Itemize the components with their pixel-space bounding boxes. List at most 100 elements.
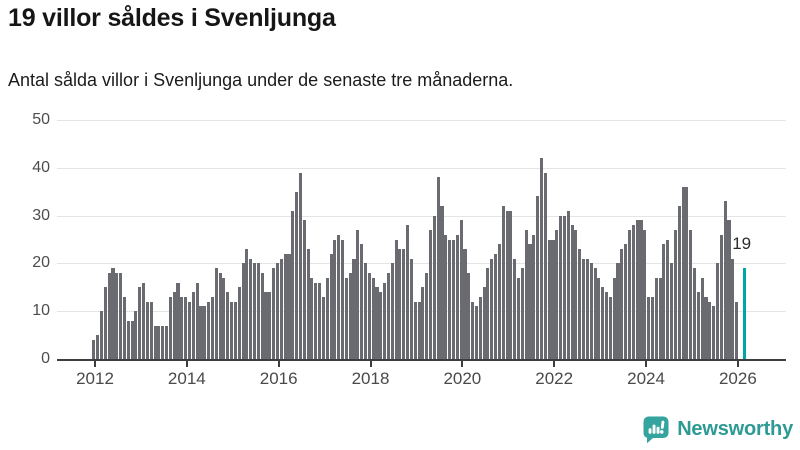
bar: [329, 253, 333, 359]
bar: [704, 296, 708, 359]
bar: [681, 186, 685, 359]
bar: [360, 244, 364, 359]
bar: [138, 287, 142, 359]
bar: [570, 225, 574, 359]
bar: [562, 215, 566, 359]
bar: [689, 229, 693, 359]
bar: [601, 287, 605, 359]
bar: [574, 229, 578, 359]
bar: [252, 263, 257, 359]
bar: [589, 263, 593, 359]
bar: [536, 196, 540, 359]
bar: [643, 229, 647, 359]
bar: [539, 158, 544, 359]
bar: [685, 186, 689, 359]
bar: [337, 234, 341, 359]
bar: [459, 220, 463, 359]
bar-chart: 19 0 10 20 30 40 50 2012 2014 2016 2018 2020 2022 20…: [32, 111, 786, 388]
bar: [241, 263, 245, 359]
bar: [417, 301, 421, 359]
bar: [92, 339, 96, 359]
bar: [620, 249, 624, 359]
bar: [662, 244, 666, 359]
x-axis-label: 2016: [259, 369, 298, 388]
bar: [444, 234, 448, 359]
bar: [428, 229, 433, 359]
gridline: [57, 120, 786, 121]
page-title: 19 villor såldes i Svenljunga: [8, 4, 336, 32]
bar: [386, 272, 390, 359]
bar: [471, 301, 475, 359]
x-axis-tick: [553, 361, 556, 367]
bar: [210, 296, 214, 359]
x-axis-label: 2012: [76, 369, 114, 388]
x-axis-tick: [277, 361, 280, 367]
bar: [398, 249, 402, 359]
x-axis-label: 2026: [718, 369, 757, 388]
bar: [463, 249, 467, 359]
bar: [719, 234, 723, 359]
bar: [230, 301, 234, 359]
bar: [306, 249, 310, 359]
bar: [616, 263, 620, 359]
bar: [715, 263, 720, 359]
bar: [96, 335, 100, 359]
bar: [467, 272, 471, 359]
bar: [513, 258, 517, 359]
y-axis-label: 0: [41, 350, 50, 367]
y-axis-label: 50: [32, 111, 50, 128]
bar: [363, 263, 368, 359]
chart-subtitle: Antal sålda villor i Svenljunga under de…: [8, 70, 514, 90]
bar: [161, 325, 165, 359]
x-axis-tick: [185, 361, 188, 367]
bar: [735, 301, 739, 359]
bar: [505, 210, 509, 359]
bar: [237, 287, 241, 359]
bar: [149, 301, 153, 359]
bar: [650, 296, 654, 359]
bar: [474, 306, 478, 359]
bar: [375, 287, 379, 359]
y-axis-label: 10: [32, 302, 50, 320]
bar: [291, 210, 295, 359]
bar: [486, 268, 490, 359]
gridline: [57, 263, 786, 265]
y-axis-label: 30: [32, 206, 50, 224]
bar: [283, 253, 287, 359]
bar: [448, 239, 452, 359]
bar: [658, 277, 662, 359]
bar: [409, 258, 413, 359]
bar: [145, 301, 149, 359]
bar: [340, 239, 345, 359]
bar: [111, 268, 115, 359]
x-axis-label: 2014: [167, 369, 206, 388]
bar: [356, 229, 360, 359]
x-axis-label: 2022: [535, 369, 574, 388]
highlight-bar: [742, 268, 746, 359]
bar: [528, 244, 532, 359]
bar: [478, 296, 482, 359]
bar: [692, 268, 697, 359]
gridline: [57, 167, 786, 169]
bar: [379, 292, 383, 359]
bar: [455, 234, 459, 359]
bar: [153, 325, 157, 359]
bar: [310, 277, 314, 359]
bar: [501, 206, 505, 359]
gridline: [57, 215, 786, 217]
bar: [348, 272, 352, 359]
bar: [207, 301, 211, 359]
bar: [604, 292, 609, 359]
bar: [647, 296, 651, 359]
x-axis-label: 2018: [351, 369, 390, 388]
bar: [168, 296, 172, 359]
bar: [371, 277, 375, 359]
bar: [352, 258, 356, 359]
bar: [199, 306, 203, 359]
bar: [413, 301, 417, 359]
bar: [670, 263, 674, 359]
bar: [367, 272, 371, 359]
bar: [134, 311, 138, 359]
bar: [333, 239, 337, 359]
y-axis-label: 20: [32, 254, 50, 272]
